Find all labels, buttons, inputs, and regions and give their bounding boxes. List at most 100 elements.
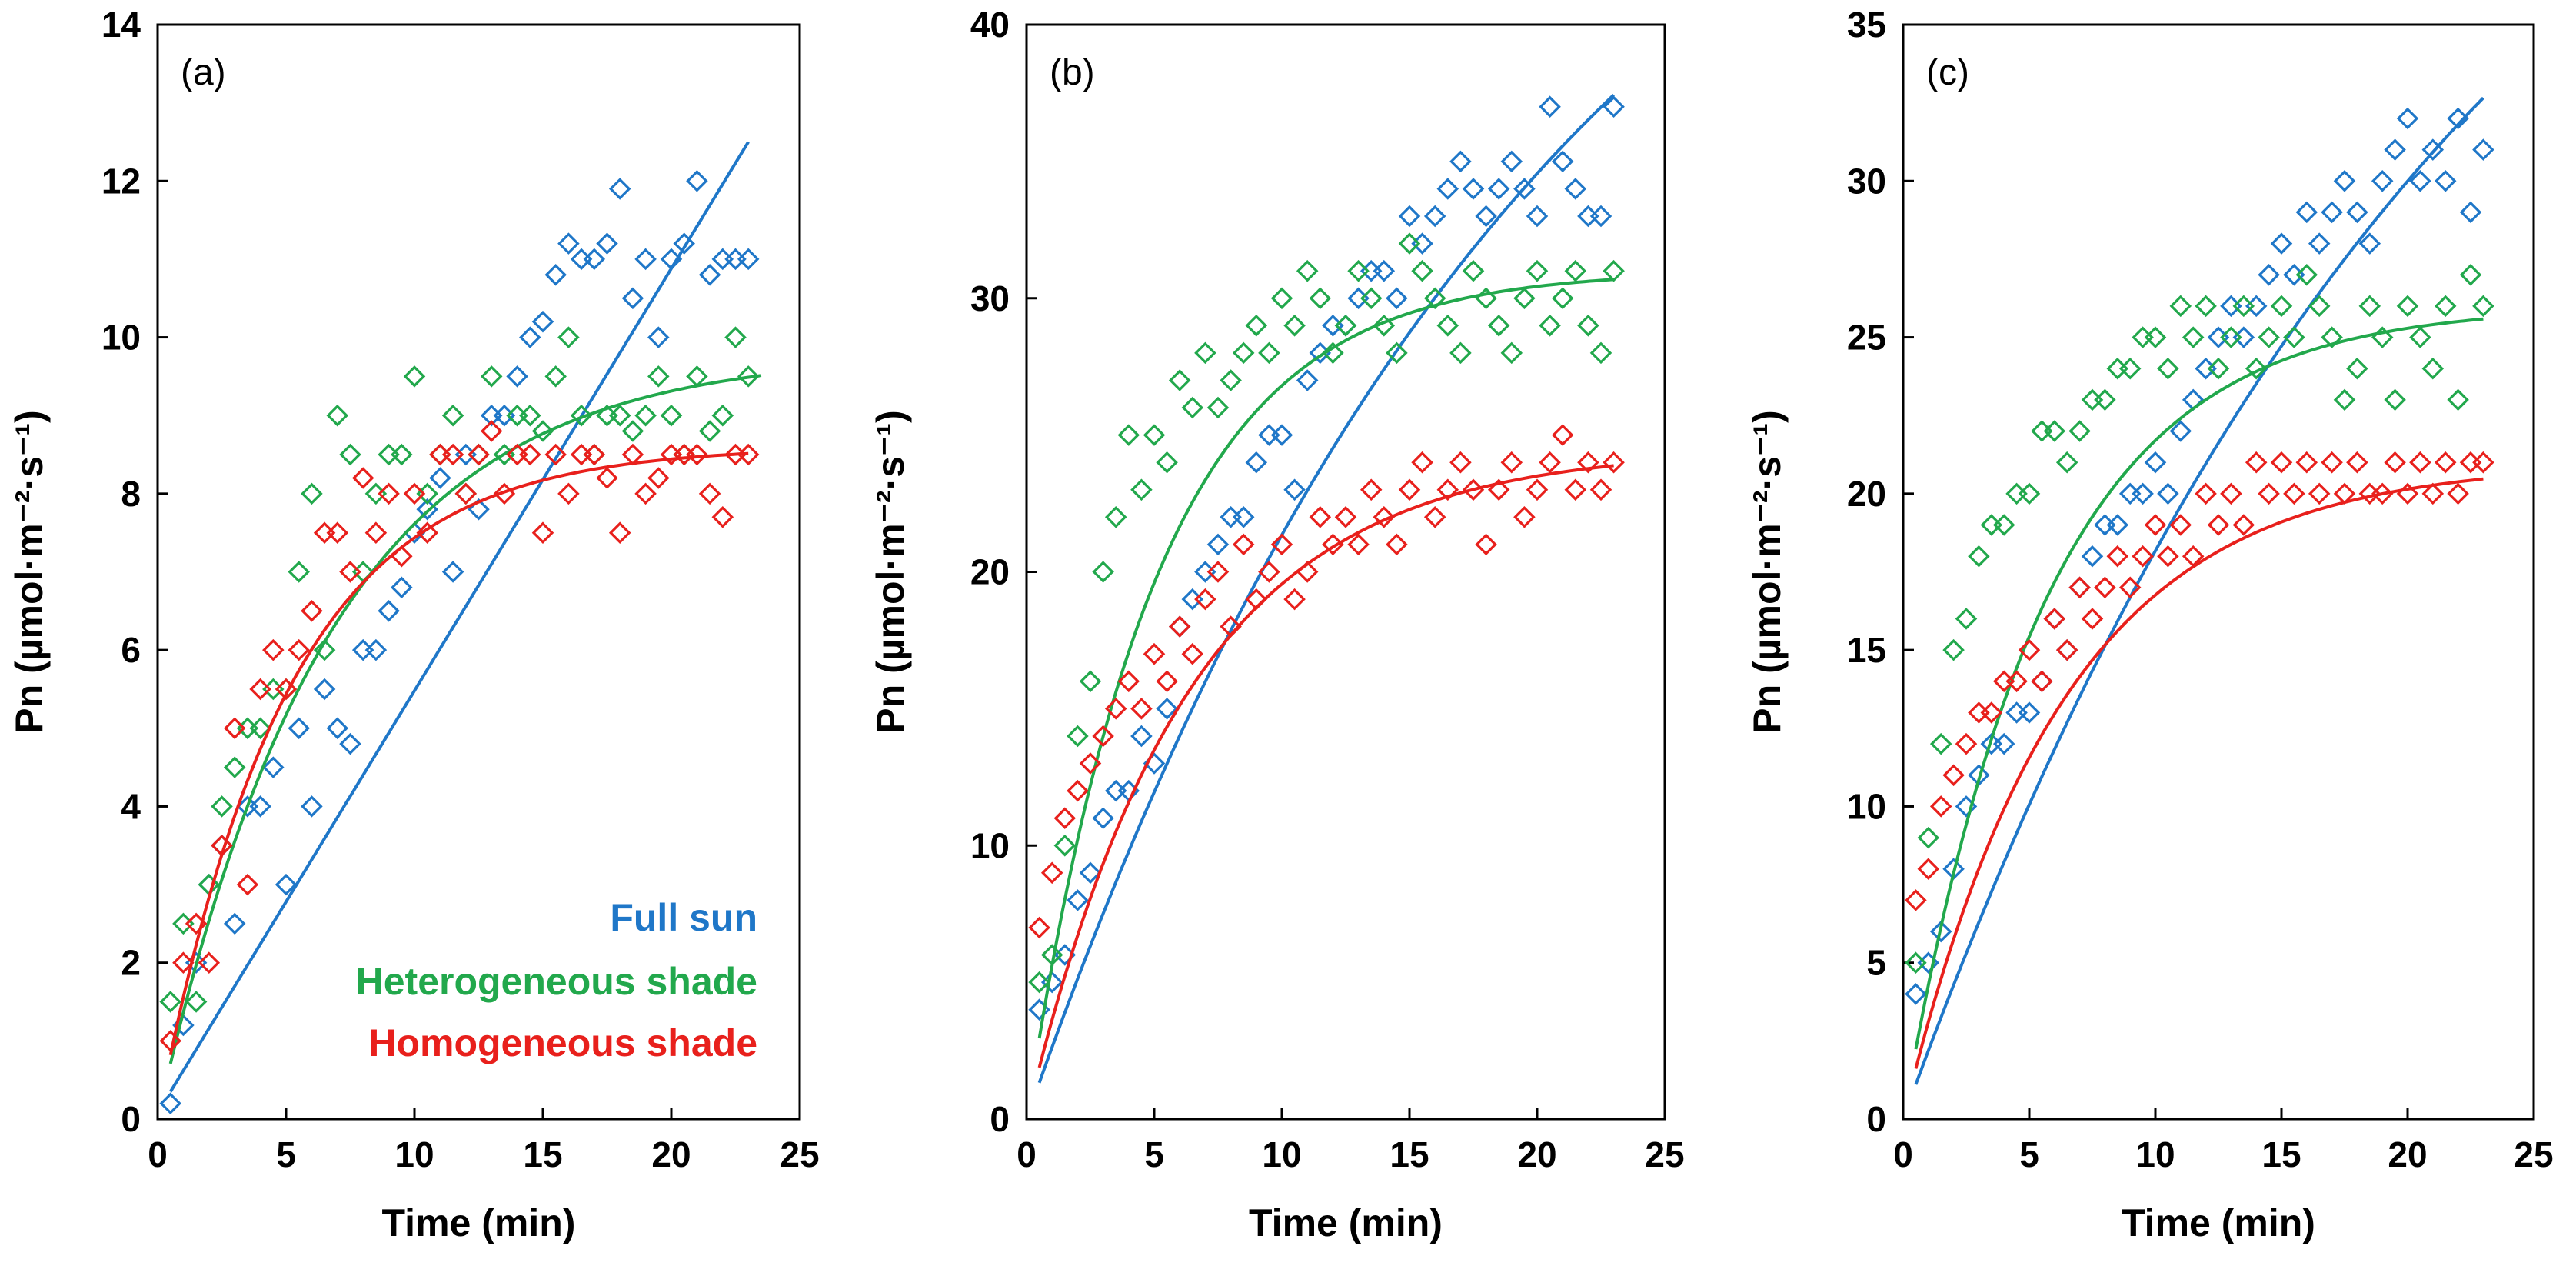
- data-point: [2144, 514, 2167, 536]
- y-tick-label: 8: [121, 474, 141, 514]
- data-point: [531, 420, 554, 442]
- data-point: [2031, 670, 2053, 693]
- data-point: [1168, 615, 1191, 638]
- data-point: [1220, 506, 1242, 528]
- data-point: [301, 795, 323, 818]
- data-point: [506, 404, 528, 427]
- y-tick-label: 0: [1866, 1099, 1886, 1139]
- data-point: [172, 912, 195, 935]
- data-point: [1258, 424, 1280, 446]
- data-point: [2005, 670, 2028, 693]
- data-point: [1296, 561, 1319, 583]
- data-point: [2396, 295, 2419, 318]
- data-point: [1232, 341, 1255, 365]
- data-point: [1942, 764, 1965, 787]
- data-point: [1283, 588, 1306, 611]
- y-tick-label: 5: [1866, 943, 1886, 983]
- data-point: [2447, 107, 2469, 130]
- data-point: [1194, 341, 1216, 365]
- data-point: [1411, 451, 1433, 474]
- data-point: [2308, 232, 2331, 255]
- data-point: [262, 638, 285, 661]
- data-point: [2055, 638, 2078, 661]
- data-point: [2283, 326, 2305, 348]
- data-point: [1168, 615, 1191, 638]
- data-point: [1040, 971, 1063, 994]
- data-point: [1270, 287, 1293, 310]
- data-point: [2459, 451, 2482, 474]
- data-point: [1423, 506, 1446, 528]
- data-point: [621, 287, 644, 310]
- data-point: [275, 873, 298, 896]
- data-point: [1603, 451, 1625, 474]
- y-tick-label: 14: [102, 5, 141, 45]
- data-point: [2232, 326, 2255, 348]
- data-point: [493, 404, 516, 427]
- data-point: [1462, 478, 1485, 501]
- data-point: [2182, 545, 2205, 568]
- data-point: [275, 678, 298, 701]
- data-point: [1905, 889, 1927, 911]
- data-point: [454, 443, 478, 466]
- data-point: [301, 482, 323, 505]
- data-point: [660, 248, 683, 271]
- data-point: [2182, 326, 2205, 348]
- data-point: [519, 404, 541, 427]
- data-point: [1500, 451, 1523, 474]
- data-point: [339, 732, 361, 755]
- data-point: [1143, 424, 1166, 446]
- data-point: [454, 482, 478, 505]
- data-point: [2270, 232, 2293, 255]
- data-point: [2371, 482, 2394, 505]
- data-point: [596, 467, 618, 489]
- data-point: [1386, 341, 1408, 365]
- data-point: [698, 482, 721, 505]
- data-point: [608, 521, 631, 544]
- data-point: [2195, 357, 2217, 380]
- data-point: [313, 521, 336, 544]
- data-point: [159, 991, 181, 1013]
- data-point: [1398, 205, 1421, 228]
- data-point: [673, 443, 695, 466]
- data-point: [1917, 858, 1940, 880]
- data-point: [647, 326, 670, 348]
- data-point: [429, 467, 451, 489]
- y-tick-label: 20: [970, 552, 1010, 592]
- data-point: [570, 404, 593, 427]
- data-point: [441, 404, 464, 427]
- data-point: [1258, 561, 1280, 583]
- data-point: [1475, 287, 1497, 310]
- data-point: [2144, 326, 2167, 348]
- data-point: [288, 561, 310, 583]
- x-tick-label: 20: [1517, 1134, 1556, 1174]
- data-point: [531, 521, 554, 544]
- data-point: [2094, 388, 2116, 411]
- data-point: [544, 264, 567, 286]
- data-point: [441, 443, 464, 466]
- data-point: [2068, 420, 2091, 442]
- data-point: [1917, 826, 1940, 849]
- y-tick-label: 10: [970, 825, 1010, 865]
- x-tick-label: 0: [148, 1134, 168, 1174]
- data-point: [1968, 701, 1990, 724]
- data-point: [326, 521, 349, 544]
- data-point: [262, 756, 285, 778]
- data-point: [1929, 795, 1952, 818]
- legend-entry: Full sun: [610, 896, 757, 939]
- data-point: [2094, 576, 2116, 599]
- data-point: [673, 232, 695, 255]
- y-tick-label: 0: [121, 1099, 141, 1139]
- data-point: [1232, 533, 1255, 556]
- data-point: [1475, 533, 1497, 556]
- y-tick-label: 4: [121, 786, 141, 826]
- data-point: [468, 443, 490, 466]
- data-point: [1040, 944, 1063, 966]
- data-point: [403, 365, 426, 388]
- data-point: [1104, 506, 1127, 528]
- data-point: [1980, 701, 2003, 724]
- data-point: [1398, 478, 1421, 501]
- data-point: [1589, 478, 1612, 501]
- data-point: [1487, 315, 1510, 337]
- data-point: [1079, 752, 1102, 775]
- x-tick-label: 20: [651, 1134, 691, 1174]
